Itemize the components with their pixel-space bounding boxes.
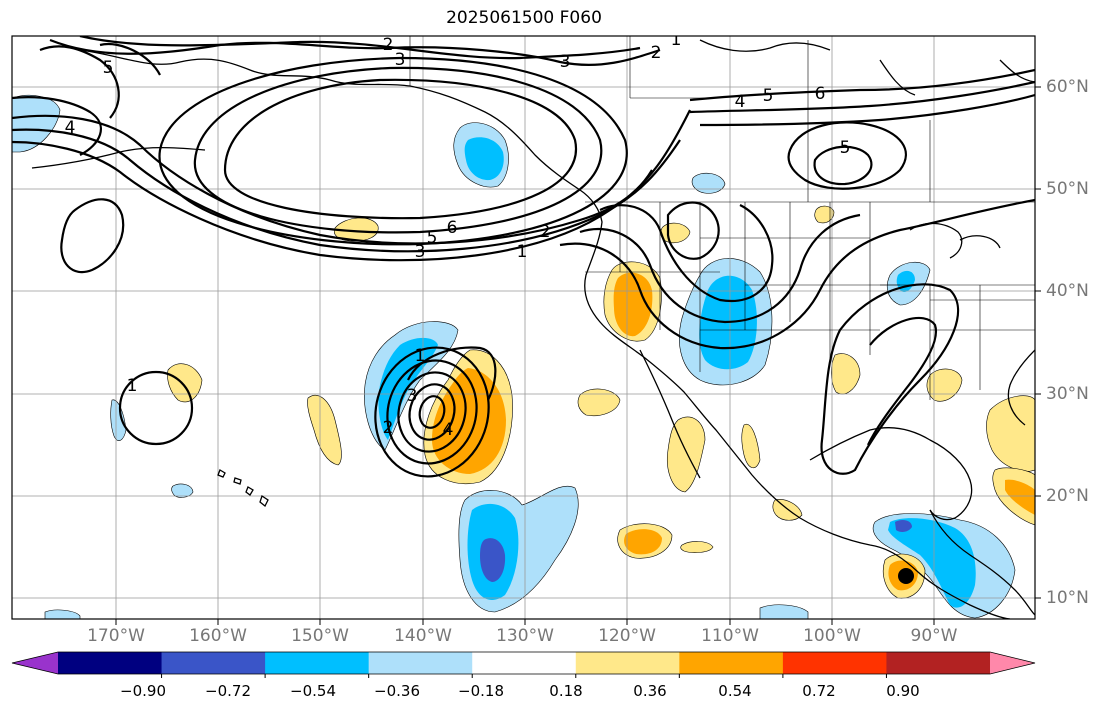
contour-label: 3 [560, 52, 571, 72]
lat-label: 40°N [1046, 281, 1089, 301]
contour-label: 1 [127, 376, 138, 396]
contour-label: 3 [407, 386, 418, 406]
contour-label: 5 [763, 86, 774, 106]
colorbar-segment [886, 652, 991, 674]
map-title: 2025061500 F060 [446, 8, 602, 28]
lon-label: 120°W [598, 626, 656, 646]
lat-label: 10°N [1046, 588, 1089, 608]
colorbar-tick-label: 0.18 [549, 682, 583, 700]
colorbar-tick-label: −0.18 [458, 682, 504, 700]
colorbar-tick-label: −0.90 [120, 682, 166, 700]
contour-label: 1 [671, 30, 682, 50]
contour-label: 4 [735, 92, 746, 112]
lat-label: 30°N [1046, 384, 1089, 404]
contour-label: 4 [443, 420, 454, 440]
lon-label: 160°W [189, 626, 247, 646]
axis-ticks [115, 86, 1041, 625]
contour-label: 4 [65, 118, 76, 138]
gridlines [12, 36, 1035, 619]
political-borders [409, 36, 1035, 400]
lon-label: 110°W [701, 626, 759, 646]
contour-label: 6 [447, 218, 458, 238]
contour-label: 5 [427, 228, 438, 248]
contour-label: 1 [517, 242, 528, 262]
lon-label: 130°W [496, 626, 554, 646]
colorbar-outline [11, 651, 1036, 675]
colorbar-tick-label: −0.54 [290, 682, 336, 700]
contour-label: 3 [415, 242, 426, 262]
map-frame [11, 35, 1036, 620]
contour-label: 1 [415, 346, 426, 366]
contour-label: 2 [651, 43, 662, 63]
lon-label: 150°W [291, 626, 349, 646]
colorbar-segment [679, 652, 784, 674]
colorbar-segment [368, 652, 473, 674]
contour-labels: 2 3 3 2 1 4 5 6 5 6 5 3 1 2 4 1 1 3 2 4 … [65, 30, 851, 440]
lon-label: 90°W [910, 626, 958, 646]
colorbar-extend-max [990, 652, 1035, 674]
colorbar-tick-label: −0.36 [374, 682, 420, 700]
lat-label: 20°N [1046, 486, 1089, 506]
contour-label: 5 [840, 138, 851, 158]
colorbar-tick-label: 0.54 [718, 682, 752, 700]
contour-label: 6 [815, 84, 826, 104]
colorbar-tick-label: 0.36 [633, 682, 667, 700]
contour-label: 3 [395, 50, 406, 70]
colorbar-segment [472, 652, 577, 674]
colorbar-extend-min [12, 652, 58, 674]
contour-label: 2 [540, 222, 551, 242]
colorbar-segment [161, 652, 266, 674]
colorbar-segment [782, 652, 887, 674]
lon-label: 140°W [394, 626, 452, 646]
contour-label: 2 [383, 35, 394, 55]
colorbar-segment [265, 652, 370, 674]
contour-label: 2 [383, 418, 394, 438]
contour-lines [12, 36, 1035, 478]
colorbar-tick-label: 0.90 [886, 682, 920, 700]
colorbar-segment [58, 652, 163, 674]
contour-label: 5 [103, 58, 114, 78]
colorbar-segment [575, 652, 680, 674]
lon-label: 100°W [803, 626, 861, 646]
lat-label: 50°N [1046, 179, 1089, 199]
colorbar [11, 651, 1036, 678]
colorbar-tick-label: −0.72 [205, 682, 251, 700]
colorbar-tick-label: 0.72 [802, 682, 836, 700]
lon-label: 170°W [87, 626, 145, 646]
lat-label: 60°N [1046, 77, 1089, 97]
